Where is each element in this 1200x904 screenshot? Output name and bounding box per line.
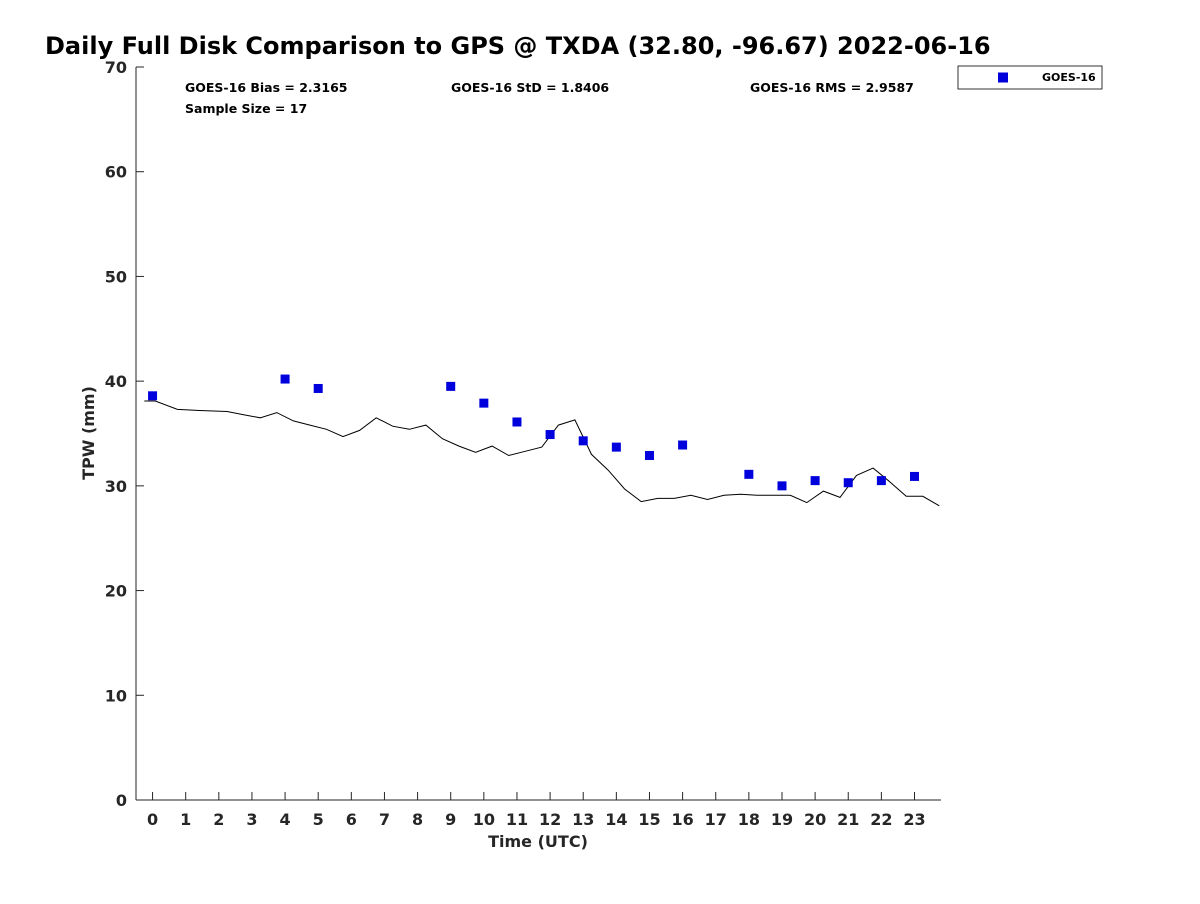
x-tick-label: 2 bbox=[213, 810, 224, 829]
goes16-data-point bbox=[578, 436, 588, 446]
x-tick-label: 13 bbox=[572, 810, 594, 829]
x-tick-label: 18 bbox=[738, 810, 760, 829]
goes16-data-point bbox=[148, 391, 158, 401]
x-tick-label: 7 bbox=[379, 810, 390, 829]
rms-stat: GOES-16 RMS = 2.9587 bbox=[750, 80, 914, 95]
y-tick-label: 70 bbox=[105, 58, 127, 77]
y-tick-label: 40 bbox=[105, 372, 127, 391]
x-tick-label: 20 bbox=[804, 810, 826, 829]
x-tick-label: 14 bbox=[605, 810, 627, 829]
legend-marker bbox=[998, 72, 1008, 83]
goes16-data-point bbox=[678, 440, 688, 450]
plot-area bbox=[136, 67, 941, 800]
x-axis: 0 1 2 3 4 5 6 7 8 9 10 11 12 13 14 15 16 17 18 19 20 21 22 23 bbox=[136, 792, 941, 829]
goes16-data-point bbox=[843, 478, 853, 488]
goes16-data-point bbox=[479, 398, 489, 408]
x-tick-label: 15 bbox=[638, 810, 660, 829]
chart-title: Daily Full Disk Comparison to GPS @ TXDA… bbox=[45, 32, 991, 60]
x-tick-label: 8 bbox=[412, 810, 423, 829]
goes16-data-point bbox=[545, 430, 555, 440]
x-tick-label: 23 bbox=[903, 810, 925, 829]
goes16-data-point bbox=[313, 383, 323, 393]
goes16-data-point bbox=[876, 476, 886, 486]
y-tick-label: 30 bbox=[105, 477, 127, 496]
x-tick-label: 10 bbox=[473, 810, 495, 829]
goes16-data-point bbox=[644, 450, 654, 460]
std-stat: GOES-16 StD = 1.8406 bbox=[451, 80, 609, 95]
legend-box bbox=[957, 65, 1103, 90]
x-tick-label: 17 bbox=[705, 810, 727, 829]
x-tick-label: 16 bbox=[671, 810, 693, 829]
y-axis: 0 10 20 30 40 50 60 70 bbox=[105, 58, 144, 810]
sample-size-stat: Sample Size = 17 bbox=[185, 101, 307, 116]
y-tick-label: 20 bbox=[105, 582, 127, 601]
x-tick-label: 11 bbox=[506, 810, 528, 829]
x-tick-label: 6 bbox=[346, 810, 357, 829]
goes16-data-point bbox=[909, 471, 919, 481]
x-tick-label: 4 bbox=[280, 810, 291, 829]
y-tick-label: 60 bbox=[105, 163, 127, 182]
goes16-data-point bbox=[611, 442, 621, 452]
y-axis-label: TPW (mm) bbox=[79, 386, 98, 480]
goes16-data-point bbox=[280, 374, 290, 384]
goes-points-layer bbox=[148, 374, 919, 491]
goes16-data-point bbox=[810, 476, 820, 486]
legend: GOES-16 bbox=[957, 65, 1103, 90]
x-tick-label: 1 bbox=[180, 810, 191, 829]
goes16-data-point bbox=[777, 481, 787, 491]
goes16-data-point bbox=[446, 381, 456, 391]
x-tick-label: 9 bbox=[445, 810, 456, 829]
y-tick-label: 50 bbox=[105, 267, 127, 286]
x-tick-label: 0 bbox=[147, 810, 158, 829]
y-tick-label: 0 bbox=[116, 791, 127, 810]
x-tick-label: 21 bbox=[837, 810, 859, 829]
y-tick-label: 10 bbox=[105, 686, 127, 705]
x-tick-label: 22 bbox=[870, 810, 892, 829]
goes16-data-point bbox=[744, 469, 754, 479]
x-tick-label: 3 bbox=[246, 810, 257, 829]
legend-label: GOES-16 bbox=[1042, 71, 1096, 84]
goes16-data-point bbox=[512, 417, 522, 427]
bias-stat: GOES-16 Bias = 2.3165 bbox=[185, 80, 347, 95]
x-tick-label: 12 bbox=[539, 810, 561, 829]
x-tick-label: 5 bbox=[313, 810, 324, 829]
x-axis-label: Time (UTC) bbox=[488, 832, 588, 851]
x-tick-label: 19 bbox=[771, 810, 793, 829]
